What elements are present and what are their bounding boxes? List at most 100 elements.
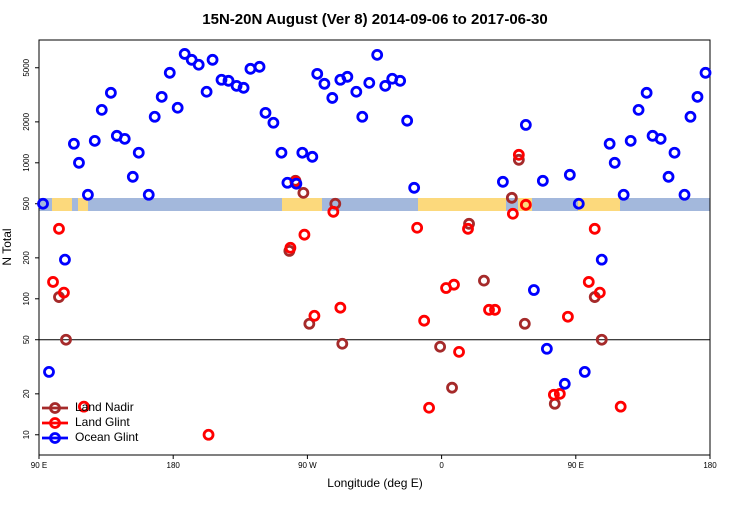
point <box>506 207 519 220</box>
point <box>163 66 176 79</box>
point <box>253 60 266 73</box>
point <box>88 134 101 147</box>
point <box>237 81 250 94</box>
y-tick-label: 5000 <box>22 58 31 76</box>
point <box>489 303 501 316</box>
series <box>37 48 712 390</box>
point <box>640 86 653 99</box>
point <box>59 253 71 266</box>
series <box>47 148 627 441</box>
point <box>126 170 139 183</box>
point <box>418 314 431 327</box>
plot-frame <box>38 39 711 456</box>
point <box>691 90 704 103</box>
point <box>678 188 691 201</box>
point <box>519 118 532 131</box>
point <box>540 342 553 355</box>
y-tick-label: 500 <box>22 197 31 211</box>
point <box>275 146 288 159</box>
point <box>206 53 219 66</box>
point <box>617 188 630 201</box>
point <box>505 191 518 204</box>
y-tick-label: 20 <box>22 389 31 398</box>
x-tick-label: 90 E <box>568 461 584 470</box>
point <box>582 276 595 288</box>
y-tick-label: 200 <box>22 251 31 265</box>
point <box>463 217 475 230</box>
series <box>53 153 608 410</box>
point <box>411 221 424 234</box>
chart-title: 15N-20N August (Ver 8) 2014-09-06 to 201… <box>202 11 547 28</box>
point <box>563 168 576 181</box>
point <box>308 309 321 322</box>
point <box>73 156 85 169</box>
point <box>43 365 55 378</box>
point <box>536 174 549 187</box>
point <box>519 198 532 211</box>
point <box>462 222 474 235</box>
point <box>699 66 712 79</box>
legend-label: Ocean Glint <box>75 430 139 444</box>
point <box>518 317 531 330</box>
point <box>297 186 310 199</box>
point <box>356 110 369 123</box>
point <box>192 58 205 71</box>
point <box>82 188 94 201</box>
x-axis-label: Longitude (deg E) <box>327 476 422 490</box>
point <box>327 205 340 218</box>
point <box>608 156 621 169</box>
point <box>483 303 495 316</box>
point <box>336 337 349 350</box>
point <box>104 86 117 99</box>
point <box>53 222 65 235</box>
point <box>548 397 561 410</box>
point <box>77 400 90 413</box>
point <box>67 137 80 150</box>
point <box>527 284 540 296</box>
y-tick-label: 2000 <box>22 112 31 130</box>
point <box>547 388 560 401</box>
point <box>118 132 131 145</box>
point <box>512 153 525 166</box>
point <box>298 228 311 241</box>
point <box>148 110 161 123</box>
point <box>434 340 447 353</box>
point <box>47 276 59 288</box>
y-tick-label: 1000 <box>22 153 31 171</box>
x-tick-label: 180 <box>167 461 181 470</box>
point <box>654 132 667 145</box>
point <box>318 77 331 90</box>
point <box>394 74 407 87</box>
point <box>595 333 608 346</box>
point <box>296 146 309 159</box>
point <box>379 79 392 92</box>
x-tick-label: 90 W <box>298 461 317 470</box>
legend-marker <box>49 432 61 444</box>
point <box>448 278 460 291</box>
point <box>684 110 697 123</box>
legend-label: Land Glint <box>75 415 130 429</box>
point <box>453 345 465 358</box>
point <box>290 177 303 190</box>
point <box>326 92 339 104</box>
point <box>60 333 72 346</box>
surface-band <box>39 198 710 211</box>
legend-marker <box>49 417 61 429</box>
point <box>215 73 228 86</box>
point <box>341 70 354 83</box>
point <box>58 286 70 299</box>
point <box>259 106 272 119</box>
point <box>267 116 280 129</box>
point <box>561 310 574 323</box>
y-tick-label: 100 <box>22 292 31 306</box>
point <box>171 101 184 114</box>
y-tick-label: 10 <box>22 430 31 439</box>
point <box>512 148 525 161</box>
point <box>558 377 571 390</box>
point <box>371 48 384 61</box>
y-axis-label: N Total <box>0 228 14 265</box>
point <box>95 103 108 116</box>
x-tick-label: 0 <box>439 461 444 470</box>
legend-marker <box>49 402 61 414</box>
